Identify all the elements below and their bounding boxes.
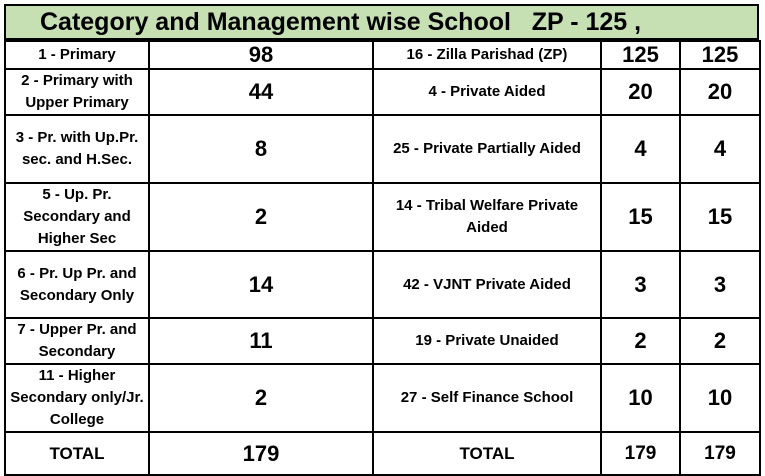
category-cell: 11 - Higher Secondary only/Jr. College [4, 363, 150, 433]
school-summary-sheet: Category and Management wise School ZP -… [4, 4, 761, 476]
total-value-cell: 179 [600, 431, 681, 476]
total-row: TOTAL 179 TOTAL 179 179 [4, 431, 761, 476]
category-count-cell: 2 [148, 363, 374, 433]
management-value-cell: 4 [679, 114, 761, 184]
management-cell: 14 - Tribal Welfare Private Aided [372, 182, 602, 252]
management-value-cell: 20 [679, 68, 761, 116]
management-value-cell: 3 [679, 250, 761, 319]
category-cell: 1 - Primary [4, 40, 150, 70]
management-cell: 16 - Zilla Parishad (ZP) [372, 40, 602, 70]
school-table: 1 - Primary 98 16 - Zilla Parishad (ZP) … [4, 40, 761, 476]
category-count-cell: 98 [148, 40, 374, 70]
category-count-cell: 2 [148, 182, 374, 252]
table-row: 2 - Primary with Upper Primary 44 4 - Pr… [4, 68, 761, 116]
management-value-cell: 20 [600, 68, 681, 116]
total-value-cell: 179 [679, 431, 761, 476]
management-value-cell: 125 [679, 40, 761, 70]
sheet-title: Category and Management wise School ZP -… [4, 4, 759, 40]
category-count-cell: 44 [148, 68, 374, 116]
table-row: 7 - Upper Pr. and Secondary 11 19 - Priv… [4, 317, 761, 365]
table-row: 6 - Pr. Up Pr. and Secondary Only 14 42 … [4, 250, 761, 319]
total-count-cell: 179 [148, 431, 374, 476]
category-count-cell: 8 [148, 114, 374, 184]
table-row: 3 - Pr. with Up.Pr. sec. and H.Sec. 8 25… [4, 114, 761, 184]
management-value-cell: 125 [600, 40, 681, 70]
table-row: 5 - Up. Pr. Secondary and Higher Sec 2 1… [4, 182, 761, 252]
category-cell: 3 - Pr. with Up.Pr. sec. and H.Sec. [4, 114, 150, 184]
category-cell: 5 - Up. Pr. Secondary and Higher Sec [4, 182, 150, 252]
total-label-right: TOTAL [372, 431, 602, 476]
management-value-cell: 15 [679, 182, 761, 252]
category-cell: 6 - Pr. Up Pr. and Secondary Only [4, 250, 150, 319]
table-row: 11 - Higher Secondary only/Jr. College 2… [4, 363, 761, 433]
management-value-cell: 10 [600, 363, 681, 433]
management-value-cell: 15 [600, 182, 681, 252]
management-cell: 19 - Private Unaided [372, 317, 602, 365]
management-value-cell: 2 [600, 317, 681, 365]
management-cell: 27 - Self Finance School [372, 363, 602, 433]
management-cell: 25 - Private Partially Aided [372, 114, 602, 184]
table-row: 1 - Primary 98 16 - Zilla Parishad (ZP) … [4, 40, 761, 70]
management-value-cell: 4 [600, 114, 681, 184]
category-cell: 2 - Primary with Upper Primary [4, 68, 150, 116]
management-cell: 42 - VJNT Private Aided [372, 250, 602, 319]
category-count-cell: 14 [148, 250, 374, 319]
management-value-cell: 10 [679, 363, 761, 433]
total-label-left: TOTAL [4, 431, 150, 476]
management-cell: 4 - Private Aided [372, 68, 602, 116]
category-count-cell: 11 [148, 317, 374, 365]
management-value-cell: 2 [679, 317, 761, 365]
management-value-cell: 3 [600, 250, 681, 319]
category-cell: 7 - Upper Pr. and Secondary [4, 317, 150, 365]
